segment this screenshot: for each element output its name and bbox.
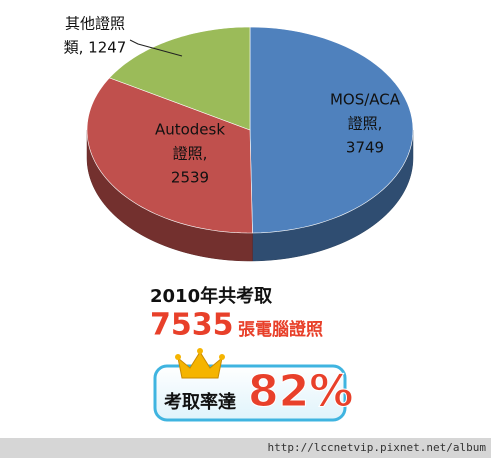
data-label: MOS/ACA <box>330 91 401 109</box>
data-label: 證照, <box>173 145 208 163</box>
watermark: http://lccnetvip.pixnet.net/album <box>267 441 486 454</box>
data-label: 2539 <box>171 169 209 187</box>
count: 7535 <box>150 308 234 343</box>
data-label: 證照, <box>348 115 383 133</box>
data-label: Autodesk <box>155 121 225 139</box>
leader-line <box>129 39 183 57</box>
count-unit: 張電腦證照 <box>238 319 323 340</box>
footer-bar <box>0 438 491 458</box>
rate: 82% <box>248 366 353 417</box>
data-label: 3749 <box>346 139 384 157</box>
rate-label: 考取率達 <box>164 391 236 413</box>
data-label: 其他證照 <box>65 15 125 33</box>
headline: 2010年共考取 <box>150 285 273 307</box>
slice <box>86 77 253 234</box>
rate-badge <box>153 364 347 422</box>
slice <box>108 26 251 131</box>
data-label: 類, 1247 <box>64 39 127 57</box>
crown <box>175 348 225 379</box>
slice <box>249 26 414 234</box>
